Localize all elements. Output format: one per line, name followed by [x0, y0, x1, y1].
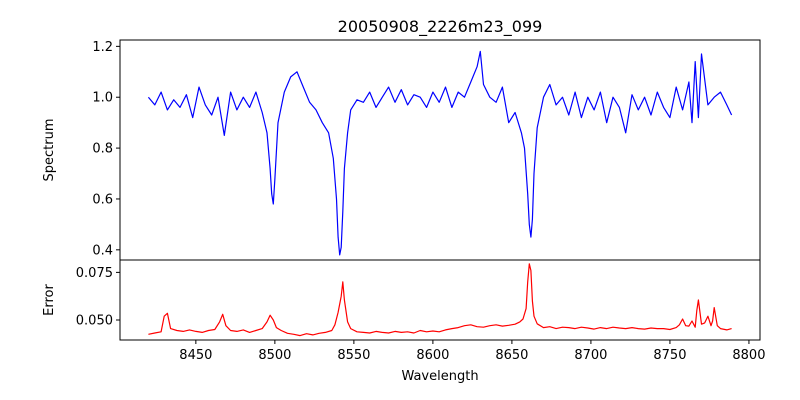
x-tick-label: 8450 — [179, 348, 212, 363]
spectrum-y-tick-label: 0.4 — [92, 243, 113, 258]
x-tick-label: 8650 — [495, 348, 528, 363]
error-y-tick-label: 0.075 — [76, 266, 113, 281]
spectrum-series-line-0 — [147, 50, 733, 256]
spectrum-y-tick-label: 0.8 — [92, 142, 113, 157]
x-tick-label: 8800 — [732, 348, 765, 363]
x-tick-label: 8600 — [416, 348, 449, 363]
error-series-line-0 — [148, 263, 732, 337]
spectrum-y-tick-label: 1.2 — [92, 40, 113, 55]
error-y-ticks: 0.050 0.075 — [76, 266, 120, 329]
spectrum-y-tick-label: 1.0 — [92, 91, 113, 106]
x-ticks: 8450 8500 8550 8600 8650 8700 8750 8800 — [179, 340, 765, 363]
spectrum-panel: 20050908_2226m23_099 0.4 0.6 0.8 1.0 1.2 Spe… — [42, 17, 761, 261]
spectrum-y-ticks: 0.4 0.6 0.8 1.0 1.2 — [92, 40, 120, 258]
spectrum-y-tick-label: 0.6 — [92, 192, 113, 207]
chart-title: 20050908_2226m23_099 — [338, 17, 543, 37]
spectrum-y-axis-label: Spectrum — [42, 119, 57, 182]
error-axes-frame — [119, 259, 761, 341]
error-y-axis-label: Error — [42, 284, 57, 316]
x-axis-label: Wavelength — [401, 369, 478, 384]
x-tick-label: 8500 — [258, 348, 291, 363]
x-tick-label: 8750 — [653, 348, 686, 363]
error-marks — [119, 259, 761, 341]
error-y-tick-label: 0.050 — [76, 314, 113, 329]
x-tick-label: 8550 — [337, 348, 370, 363]
x-tick-label: 8700 — [574, 348, 607, 363]
